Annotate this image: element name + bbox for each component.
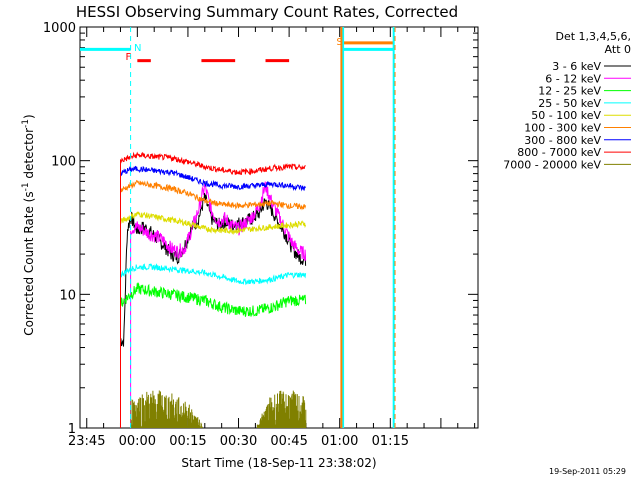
legend-label: 800 - 7000 keV — [517, 146, 601, 159]
y-axis-label-sup1: -1 — [21, 182, 31, 191]
chart-title: HESSI Observing Summary Count Rates, Cor… — [76, 3, 458, 21]
series-line — [120, 281, 307, 428]
series-line — [120, 179, 307, 428]
legend-label: 3 - 6 keV — [552, 60, 601, 73]
y-tick-label: 1 — [68, 422, 76, 437]
y-axis-label-mid: detector — [22, 128, 36, 183]
legend-title-2: Att 0 — [605, 43, 631, 56]
y-axis-label: Corrected Count Rate (s-1 detector-1) — [21, 114, 36, 335]
legend-label: 7000 - 20000 keV — [503, 158, 601, 171]
x-axis-label: Start Time (18-Sep-11 23:38:02) — [181, 456, 376, 470]
legend-label: 100 - 300 keV — [524, 122, 601, 135]
y-tick-label: 1000 — [43, 21, 76, 36]
x-tick-label: 01:00 — [321, 434, 358, 449]
x-tick-label: 00:00 — [119, 434, 156, 449]
legend-label: 50 - 100 keV — [531, 109, 601, 122]
series-line — [120, 211, 307, 428]
series-line — [120, 263, 307, 428]
series-line — [120, 151, 306, 428]
x-tick-label: 00:15 — [169, 434, 206, 449]
y-axis-label-sup2: -1 — [21, 119, 31, 128]
plot-area: 1 10 100 1000 23:45 00:00 00:15 00:30 00:45 01:00… — [43, 21, 479, 449]
event-marker-label: S — [336, 37, 342, 48]
legend-label: 6 - 12 keV — [545, 72, 601, 85]
legend-title-1: Det 1,3,4,5,6, — [555, 30, 631, 43]
x-tick-label: 00:30 — [220, 434, 257, 449]
series-line — [130, 181, 307, 428]
legend-label: 300 - 800 keV — [524, 134, 601, 147]
legend-label: 12 - 25 keV — [538, 85, 601, 98]
x-tick-label: 00:45 — [270, 434, 307, 449]
legend-label: 25 - 50 keV — [538, 97, 601, 110]
event-marker-label: F — [126, 52, 132, 63]
series-line — [120, 165, 307, 428]
series-line — [130, 390, 307, 428]
y-axis-label-main: Corrected Count Rate (s — [22, 191, 36, 335]
x-tick-label: 23:45 — [68, 434, 105, 449]
y-axis-label-end: ) — [22, 114, 36, 119]
x-tick-label: 01:15 — [372, 434, 409, 449]
timestamp: 19-Sep-2011 05:29 — [549, 467, 626, 476]
event-marker-label: N — [134, 43, 141, 54]
y-tick-label: 10 — [59, 288, 76, 303]
y-tick-label: 100 — [51, 155, 76, 170]
